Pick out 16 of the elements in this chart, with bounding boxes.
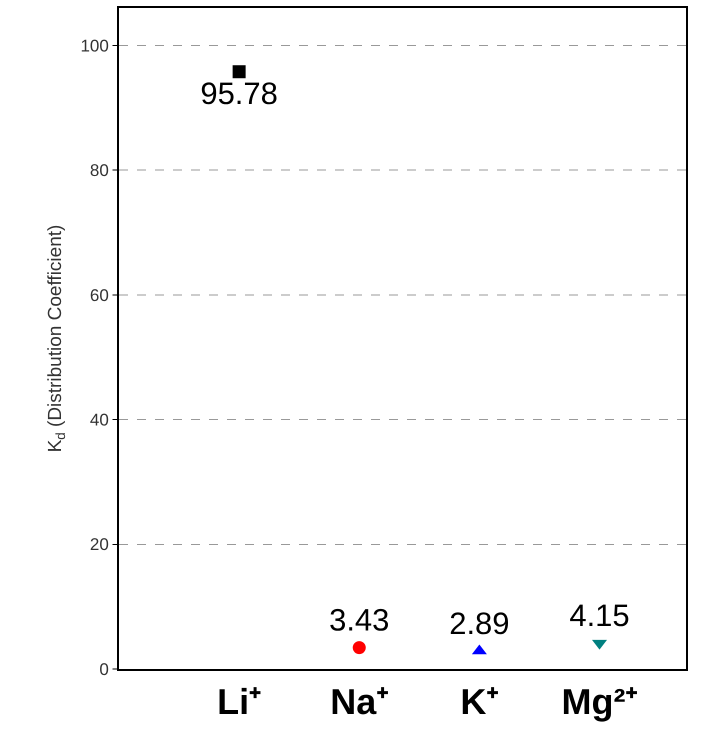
data-label: 3.43 <box>329 602 390 638</box>
data-label: 2.89 <box>449 606 510 642</box>
data-label: 95.78 <box>200 76 278 112</box>
point <box>232 65 246 78</box>
x-tick-label: K⁺ <box>460 680 498 722</box>
point <box>352 641 366 654</box>
x-tick-label: Na⁺ <box>330 680 388 722</box>
x-tick-label: Li⁺ <box>217 680 262 722</box>
x-tick-label: Mg²⁺ <box>562 680 638 722</box>
y-tick-label: 20 <box>90 535 109 554</box>
y-tick-label: 0 <box>99 660 109 679</box>
y-tick-label: 80 <box>90 161 109 180</box>
y-tick-label: 60 <box>90 286 109 305</box>
y-tick-label: 40 <box>90 410 109 430</box>
data-label: 4.15 <box>569 598 630 634</box>
y-tick-label: 100 <box>80 36 109 56</box>
